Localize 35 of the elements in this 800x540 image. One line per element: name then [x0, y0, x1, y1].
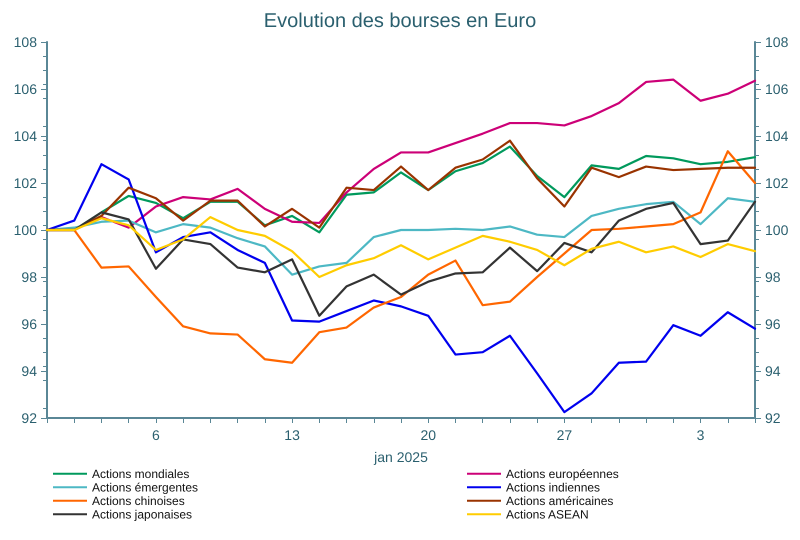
y-tick-label: 106 [14, 81, 38, 97]
line-series [46, 163, 756, 414]
y-tick-label: 94 [21, 363, 38, 379]
x-tick-label: 3 [696, 427, 705, 443]
y-tick-label: 96 [21, 316, 38, 332]
legend-label: Actions japonaises [92, 507, 192, 522]
x-tick-label: 6 [152, 427, 160, 443]
y2-tick-label: 92 [765, 410, 781, 426]
x-axis-title: jan 2025 [373, 449, 428, 465]
legend-label: Actions américaines [506, 494, 614, 508]
y2-tick-label: 98 [765, 269, 781, 285]
x-tick-label: 20 [420, 427, 436, 443]
y2-tick-label: 100 [765, 222, 789, 238]
y-tick-label: 102 [14, 175, 38, 191]
y-tick-label: 104 [14, 128, 38, 144]
y2-tick-label: 94 [765, 363, 781, 379]
y2-tick-label: 108 [765, 34, 789, 50]
legend-label: Actions chinoises [92, 494, 185, 508]
legend-label: Actions ASEAN [506, 507, 589, 522]
y2-tick-label: 102 [765, 175, 789, 191]
legend-label: Actions mondiales [92, 466, 190, 481]
y-tick-label: 100 [14, 222, 38, 238]
x-tick-label: 13 [284, 427, 300, 443]
y2-tick-label: 106 [765, 81, 789, 97]
chart-title: Evolution des bourses en Euro [264, 10, 536, 32]
y-tick-label: 108 [14, 34, 38, 50]
legend-label: Actions européennes [506, 466, 619, 481]
x-tick-label: 27 [556, 427, 572, 443]
y-tick-label: 92 [21, 410, 38, 426]
legend-label: Actions indiennes [506, 480, 600, 494]
y2-tick-label: 96 [765, 316, 781, 332]
y-tick-label: 98 [21, 269, 38, 285]
line-series [46, 216, 756, 278]
y2-tick-label: 104 [765, 128, 789, 144]
legend-label: Actions émergentes [92, 480, 198, 494]
